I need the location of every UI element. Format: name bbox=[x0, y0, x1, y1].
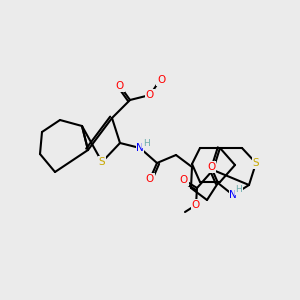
Text: O: O bbox=[146, 174, 154, 184]
Text: N: N bbox=[229, 190, 237, 200]
Text: O: O bbox=[180, 175, 188, 185]
Text: N: N bbox=[136, 143, 144, 153]
Text: O: O bbox=[192, 200, 200, 210]
Text: S: S bbox=[253, 158, 259, 168]
Text: O: O bbox=[157, 75, 165, 85]
Text: H: H bbox=[142, 139, 149, 148]
Text: O: O bbox=[146, 90, 154, 100]
Text: O: O bbox=[116, 81, 124, 91]
Text: S: S bbox=[99, 157, 105, 167]
Text: O: O bbox=[207, 162, 215, 172]
Text: H: H bbox=[236, 185, 242, 194]
